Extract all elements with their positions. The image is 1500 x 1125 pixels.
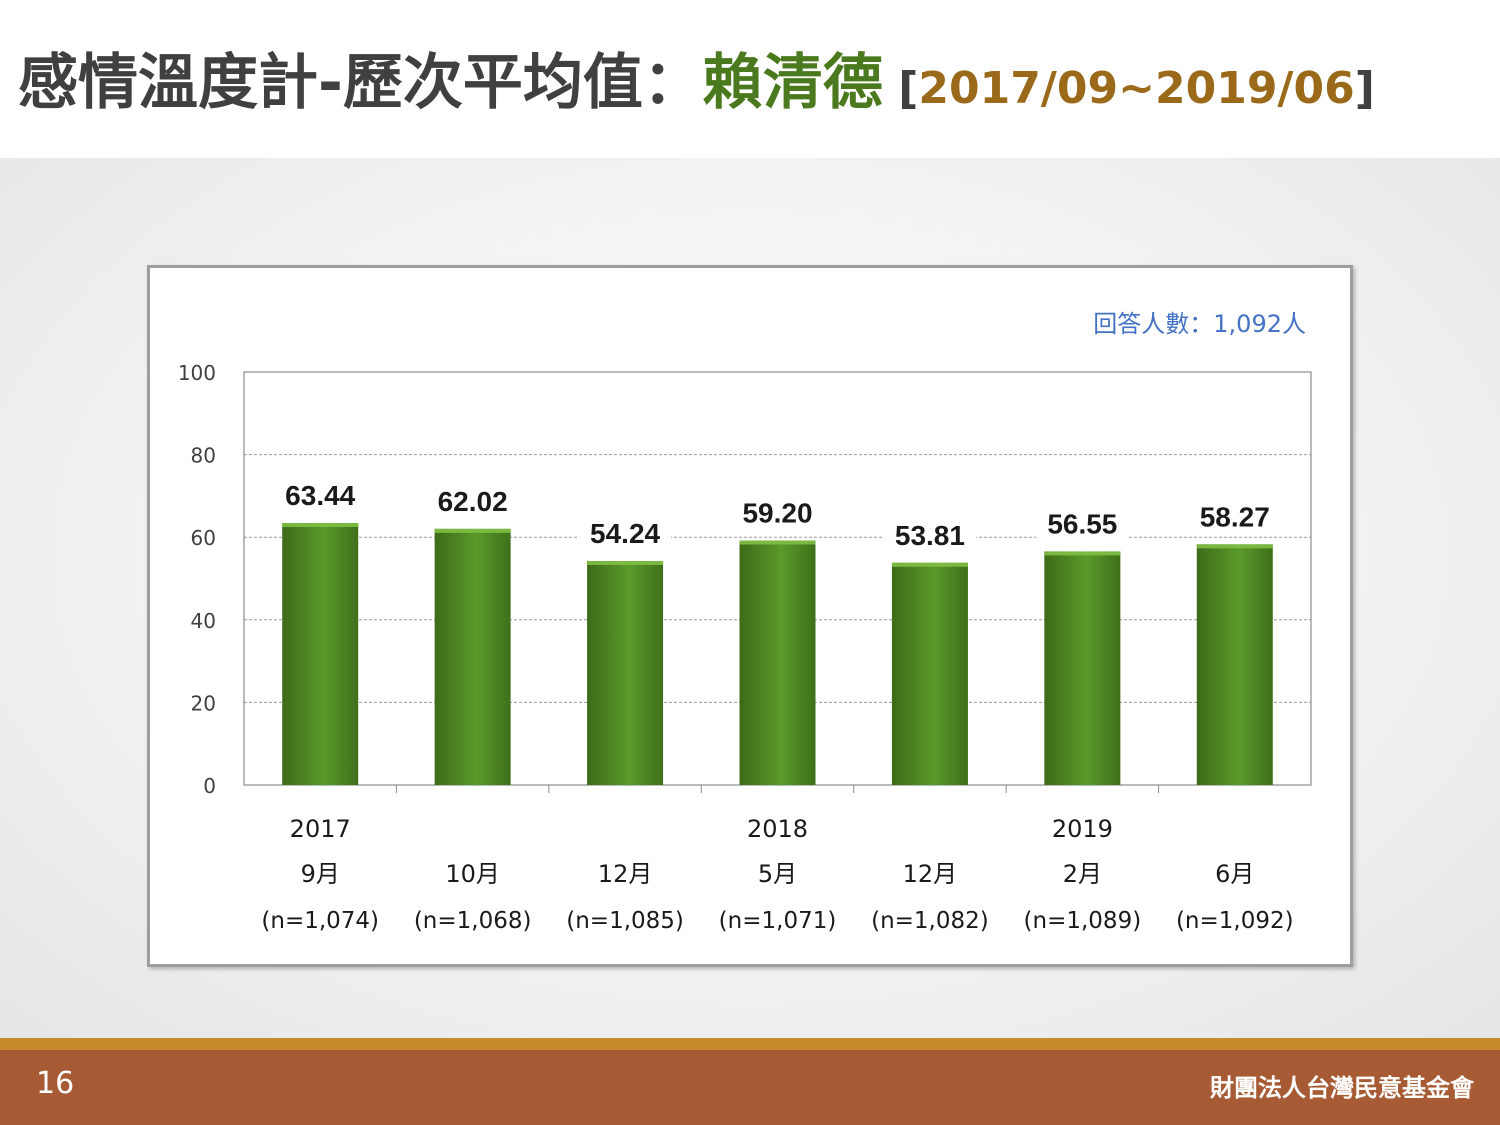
bar	[587, 560, 664, 785]
title-main: 感情溫度計-歷次平均值：	[18, 48, 703, 118]
title-range-open: [	[882, 63, 919, 114]
value-label-backdrop	[731, 496, 824, 531]
axis-layer: 0 20 40 60 80 100	[178, 361, 1312, 798]
x-sample-size-label: (n=1,082)	[871, 908, 989, 934]
x-sample-size-label: (n=1,068)	[414, 908, 532, 934]
footer-bar	[0, 1050, 1500, 1125]
bar-top-highlight	[587, 560, 664, 565]
y-tick-label: 100	[178, 361, 216, 385]
bar	[434, 528, 511, 785]
x-month-label: 2月	[1063, 860, 1102, 888]
title-range-close: ]	[1354, 63, 1375, 114]
bar-top-highlight	[282, 522, 359, 527]
label-layer: 63.44 2017 9月 (n=1,074) 62.02 10月 (n=1,068) 54.…	[261, 478, 1294, 934]
footer-accent-line	[0, 1038, 1500, 1050]
value-label: 59.20	[742, 498, 812, 529]
x-year-label: 2018	[747, 815, 808, 843]
x-month-label: 12月	[903, 860, 958, 888]
bar-layer	[282, 522, 1273, 785]
slide-title: 感情溫度計-歷次平均值：賴清德 [2017/09~2019/06]	[18, 38, 1375, 128]
y-tick-label: 0	[203, 774, 216, 798]
organization-name: 財團法人台灣民意基金會	[1210, 1074, 1474, 1102]
x-month-label: 9月	[301, 860, 340, 888]
title-name: 賴清德	[702, 48, 883, 118]
bar-top-highlight	[891, 562, 968, 567]
bar	[282, 522, 359, 785]
bar-top-highlight	[739, 540, 816, 545]
title-range: [2017/09~2019/06]	[883, 63, 1375, 114]
value-label-backdrop	[579, 516, 672, 551]
bar	[1196, 544, 1273, 785]
x-month-label: 12月	[598, 860, 653, 888]
bar-top-highlight	[1044, 551, 1121, 556]
value-label: 63.44	[285, 480, 355, 511]
title-range-value: 2017/09~2019/06	[918, 63, 1355, 114]
x-sample-size-label: (n=1,085)	[566, 908, 684, 934]
bar	[1044, 551, 1121, 785]
value-label: 62.02	[438, 486, 508, 517]
value-label: 56.55	[1047, 508, 1117, 539]
grid-layer	[244, 454, 1311, 703]
value-label-backdrop	[883, 518, 976, 553]
x-year-label: 2017	[290, 815, 351, 843]
value-label-backdrop	[1036, 507, 1129, 542]
page-number: 16	[36, 1066, 75, 1101]
y-tick-label: 80	[191, 444, 216, 468]
bar-top-highlight	[1196, 544, 1273, 549]
bar	[891, 562, 968, 785]
y-tick-label: 60	[191, 526, 216, 550]
value-label-backdrop	[274, 478, 367, 513]
value-label-backdrop	[426, 484, 519, 519]
x-sample-size-label: (n=1,092)	[1176, 908, 1294, 934]
x-sample-size-label: (n=1,071)	[719, 908, 837, 934]
x-sample-size-label: (n=1,074)	[261, 908, 379, 934]
x-sample-size-label: (n=1,089)	[1024, 908, 1142, 934]
x-year-label: 2019	[1052, 815, 1113, 843]
y-tick-label: 40	[191, 609, 216, 633]
x-month-label: 5月	[758, 860, 797, 888]
respondents-label: 回答人數：1,092人	[1093, 310, 1306, 338]
x-month-label: 6月	[1215, 860, 1254, 888]
value-label: 53.81	[895, 520, 965, 551]
value-label-backdrop	[1188, 500, 1281, 535]
bar	[739, 540, 816, 785]
value-label: 58.27	[1200, 501, 1270, 532]
y-tick-label: 20	[191, 691, 216, 715]
value-label: 54.24	[590, 518, 660, 549]
bar-top-highlight	[434, 528, 511, 533]
x-month-label: 10月	[445, 860, 500, 888]
